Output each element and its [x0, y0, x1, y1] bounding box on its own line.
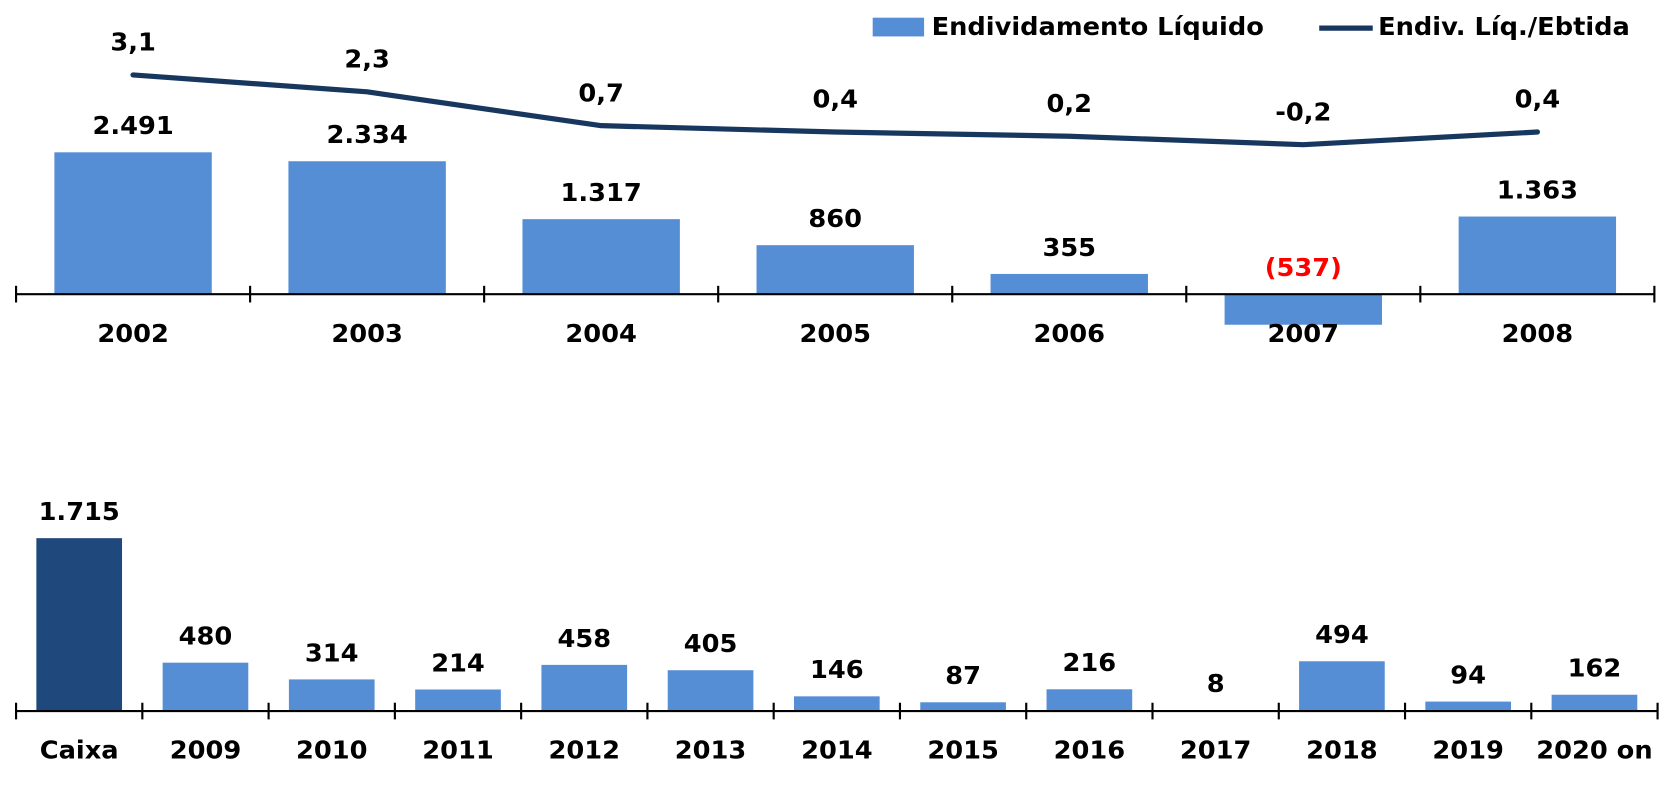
value-label: 8 [1207, 669, 1225, 699]
value-label: 1.715 [39, 496, 120, 526]
value-label: 480 [179, 621, 233, 651]
value-label: 458 [557, 623, 611, 653]
value-label: 1.363 [1497, 175, 1578, 205]
x-tick-label: 2018 [1306, 735, 1377, 765]
x-tick-label: 2020 on [1536, 735, 1652, 765]
line-label: -0,2 [1275, 97, 1331, 127]
x-tick-label: 2004 [565, 318, 636, 348]
bar [1046, 689, 1133, 712]
bar [541, 664, 628, 712]
bar [1299, 661, 1385, 712]
line-label: 0,4 [1515, 84, 1561, 114]
bar [756, 245, 914, 295]
x-tick-label: 2013 [675, 735, 746, 765]
value-label: 355 [1042, 232, 1096, 262]
line-label: 2,3 [344, 44, 390, 74]
line-label: 0,2 [1047, 88, 1093, 118]
bar [54, 152, 212, 295]
line-label: 0,4 [812, 84, 858, 114]
bar [920, 702, 1006, 712]
value-label: 146 [810, 655, 864, 685]
x-tick-label: 2019 [1432, 735, 1503, 765]
value-label: (537) [1265, 252, 1342, 282]
x-tick-label: 2015 [927, 735, 998, 765]
value-label: 87 [945, 661, 981, 691]
bar [415, 689, 501, 712]
value-label: 494 [1315, 620, 1369, 650]
bar [1458, 216, 1617, 295]
bar [36, 538, 123, 712]
value-label: 216 [1063, 648, 1117, 678]
x-tick-label: 2016 [1054, 735, 1125, 765]
value-label: 162 [1568, 653, 1622, 683]
x-tick-label: 2006 [1034, 318, 1105, 348]
x-tick-label: 2012 [549, 735, 620, 765]
bar [1224, 294, 1383, 325]
value-label: 94 [1450, 660, 1486, 690]
bar [1425, 701, 1512, 712]
x-tick-label: 2014 [801, 735, 872, 765]
value-label: 214 [431, 648, 485, 678]
bar [288, 679, 375, 712]
value-label: 2.491 [92, 111, 173, 141]
x-tick-label: 2011 [422, 735, 493, 765]
x-tick-label: Caixa [40, 735, 119, 765]
x-tick-label: 2002 [97, 318, 168, 348]
bar [162, 662, 249, 712]
x-tick-label: 2005 [799, 318, 870, 348]
value-label: 405 [684, 628, 738, 658]
x-tick-label: 2008 [1502, 318, 1573, 348]
value-label: 314 [305, 638, 359, 668]
bar [667, 670, 754, 712]
x-tick-label: 2009 [170, 735, 241, 765]
line-label: 0,7 [578, 78, 624, 108]
legend-swatch [872, 17, 925, 37]
line [130, 72, 1541, 148]
value-label: 860 [808, 203, 862, 233]
bar [522, 219, 680, 295]
x-tick-label: 2003 [331, 318, 402, 348]
value-label: 2.334 [327, 120, 408, 150]
bar [1551, 694, 1638, 712]
bar [793, 696, 880, 712]
x-tick-label: 2010 [296, 735, 367, 765]
bar [990, 273, 1148, 295]
x-tick-label: 2017 [1180, 735, 1251, 765]
legend-label: Endividamento Líquido [932, 11, 1264, 41]
legend-label: Endiv. Líq./Ebtida [1378, 11, 1630, 41]
x-tick-label: 2007 [1268, 318, 1339, 348]
value-label: 1.317 [561, 177, 642, 207]
line-label: 3,1 [110, 27, 156, 57]
bar [288, 161, 446, 295]
